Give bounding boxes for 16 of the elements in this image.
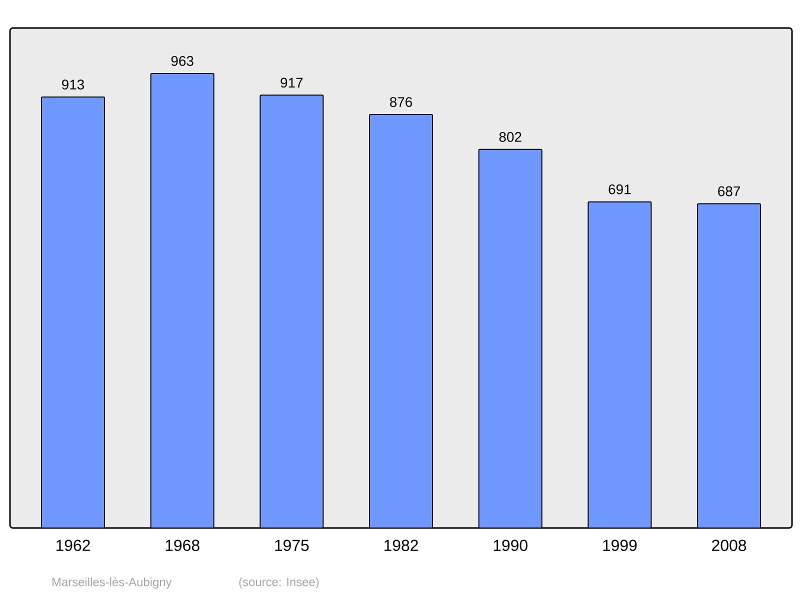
x-tick-label: 1990 <box>494 540 528 552</box>
x-tick-label: 1999 <box>603 540 637 552</box>
x-tick-label: 1975 <box>275 540 309 552</box>
data-label: 802 <box>499 132 522 142</box>
x-tick-label: 1968 <box>166 540 200 552</box>
text: Marseilles-lès-Aubigny <box>52 577 172 589</box>
x-tick-label: 1982 <box>384 540 418 552</box>
data-label: 876 <box>390 97 412 107</box>
data-label: 913 <box>62 80 84 90</box>
data-label: 963 <box>171 56 194 66</box>
x-tick-label: 2008 <box>712 540 746 552</box>
text: (source: Insee) <box>239 577 319 589</box>
x-tick-label: 1962 <box>56 540 90 552</box>
data-label: 917 <box>280 78 303 88</box>
data-label: 691 <box>608 184 631 194</box>
data-label: 687 <box>718 186 740 196</box>
